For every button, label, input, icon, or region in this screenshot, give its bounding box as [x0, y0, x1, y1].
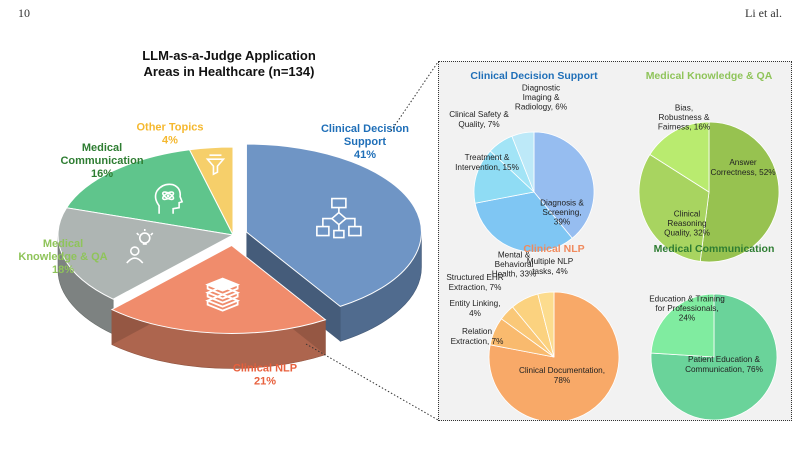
- figure-caption-fragment: [170, 452, 780, 462]
- sub-pie-title: Clinical NLP: [523, 243, 584, 255]
- sub-pie-title: Medical Communication: [654, 243, 775, 255]
- sub-pie-label-clinical-documentation: Clinical Documentation, 78%: [519, 366, 605, 385]
- sub-pie-label-mental-and-behavioral-health: Mental & Behavioral Health, 33%: [492, 250, 537, 278]
- main-pie-label-other-topics: Other Topics 4%: [136, 122, 203, 147]
- sub-pie-label-diagnosis-and-screening: Diagnosis & Screening, 39%: [540, 198, 584, 226]
- stacked-documents-icon: [205, 277, 241, 312]
- main-chart-title-line: Areas in Healthcare (n=134): [143, 64, 315, 79]
- main-pie-slice-clinical-decision-support: [245, 143, 422, 307]
- main-pie-label-medical-communication: Medical Communication 16%: [60, 142, 143, 180]
- main-pie-chart: Clinical Decision Support 41% Clinical NLP 2…: [18, 122, 422, 388]
- sub-pie-slice-multiple-nlp-tasks: [537, 291, 555, 358]
- sub-pie-slice-education-and-training-for-professionals: [650, 293, 715, 358]
- sub-pie-label-clinical-reasoning-quality: Clinical Reasoning Quality, 32%: [664, 209, 710, 237]
- main-pie-slice-medical-communication: [65, 149, 234, 236]
- sub-pie-label-treatment-and-intervention: Treatment & Intervention, 15%: [455, 153, 519, 172]
- sub-pie-slice-treatment-and-intervention: [473, 150, 535, 204]
- main-pie-label-clinical-decision-support: Clinical Decision Support 41%: [321, 123, 409, 161]
- sub-pie-medical-knowledge-and-qa: Medical Knowledge & QA Answer Correctness,…: [638, 70, 780, 263]
- page-number: 10: [18, 6, 30, 20]
- main-chart-title: LLM-as-a-Judge Application Areas in Heal…: [110, 48, 348, 80]
- head-atom-icon: [154, 183, 184, 214]
- sub-pie-clinical-nlp: Clinical NLP Clinical Documentation, 78% Re…: [446, 243, 620, 420]
- sub-pie-slice-diagnostic-imaging-and-radiology: [511, 131, 535, 193]
- sub-pie-label-bias-robustness-and-fairness: Bias, Robustness & Fairness, 16%: [658, 103, 710, 131]
- sub-pie-slice-clinical-documentation: [488, 291, 620, 420]
- sub-pie-slice-answer-correctness: [699, 121, 780, 263]
- sub-pie-medical-communication: Medical Communication Patient Education &…: [649, 243, 778, 420]
- sub-pie-label-patient-education-and-communication: Patient Education & Communication, 76%: [685, 355, 763, 374]
- sub-area-pie-charts: Clinical Decision Support Diagnosis & Scre…: [446, 70, 780, 420]
- sub-pie-label-entity-linking: Entity Linking, 4%: [450, 299, 501, 318]
- sub-pie-label-diagnostic-imaging-and-radiology: Diagnostic Imaging & Radiology, 6%: [515, 83, 567, 111]
- main-pie-slice-medical-knowledge-and-qa: [57, 207, 235, 300]
- sub-pie-slice-mental-and-behavioral-health: [474, 191, 573, 253]
- sub-area-panel: Clinical Decision Support Diagnosis & Scre…: [438, 61, 792, 421]
- filter-funnel-icon: [205, 154, 226, 176]
- person-lightbulb-icon: [126, 229, 154, 264]
- sub-pie-clinical-decision-support: Clinical Decision Support Diagnosis & Scre…: [449, 70, 598, 279]
- sub-pie-slice-bias-robustness-and-fairness: [649, 121, 710, 193]
- main-pie-label-medical-knowledge-and-qa: Medical Knowledge & QA 18%: [18, 238, 107, 276]
- sub-pie-label-education-and-training-for-professionals: Education & Training for Professionals, 24…: [649, 294, 725, 322]
- main-pie-label-clinical-nlp: Clinical NLP 21%: [233, 363, 297, 388]
- main-chart-title-line: LLM-as-a-Judge Application: [142, 48, 316, 63]
- sub-pie-slice-diagnosis-and-screening: [533, 131, 595, 239]
- sub-pie-label-structured-ehr-extraction: Structured EHR Extraction, 7%: [446, 273, 503, 292]
- sub-pie-label-answer-correctness: Answer Correctness, 52%: [710, 158, 775, 177]
- flowchart-icon: [316, 197, 362, 239]
- sub-pie-label-clinical-safety-and-quality: Clinical Safety & Quality, 7%: [449, 110, 509, 129]
- sub-pie-label-multiple-nlp-tasks: Multiple NLP tasks, 4%: [527, 257, 574, 276]
- running-header-authors: Li et al.: [745, 6, 782, 20]
- sub-pie-label-relation-extraction: Relation Extraction, 7%: [451, 327, 504, 346]
- sub-pie-title: Clinical Decision Support: [470, 70, 598, 82]
- sub-pie-title: Medical Knowledge & QA: [646, 70, 773, 82]
